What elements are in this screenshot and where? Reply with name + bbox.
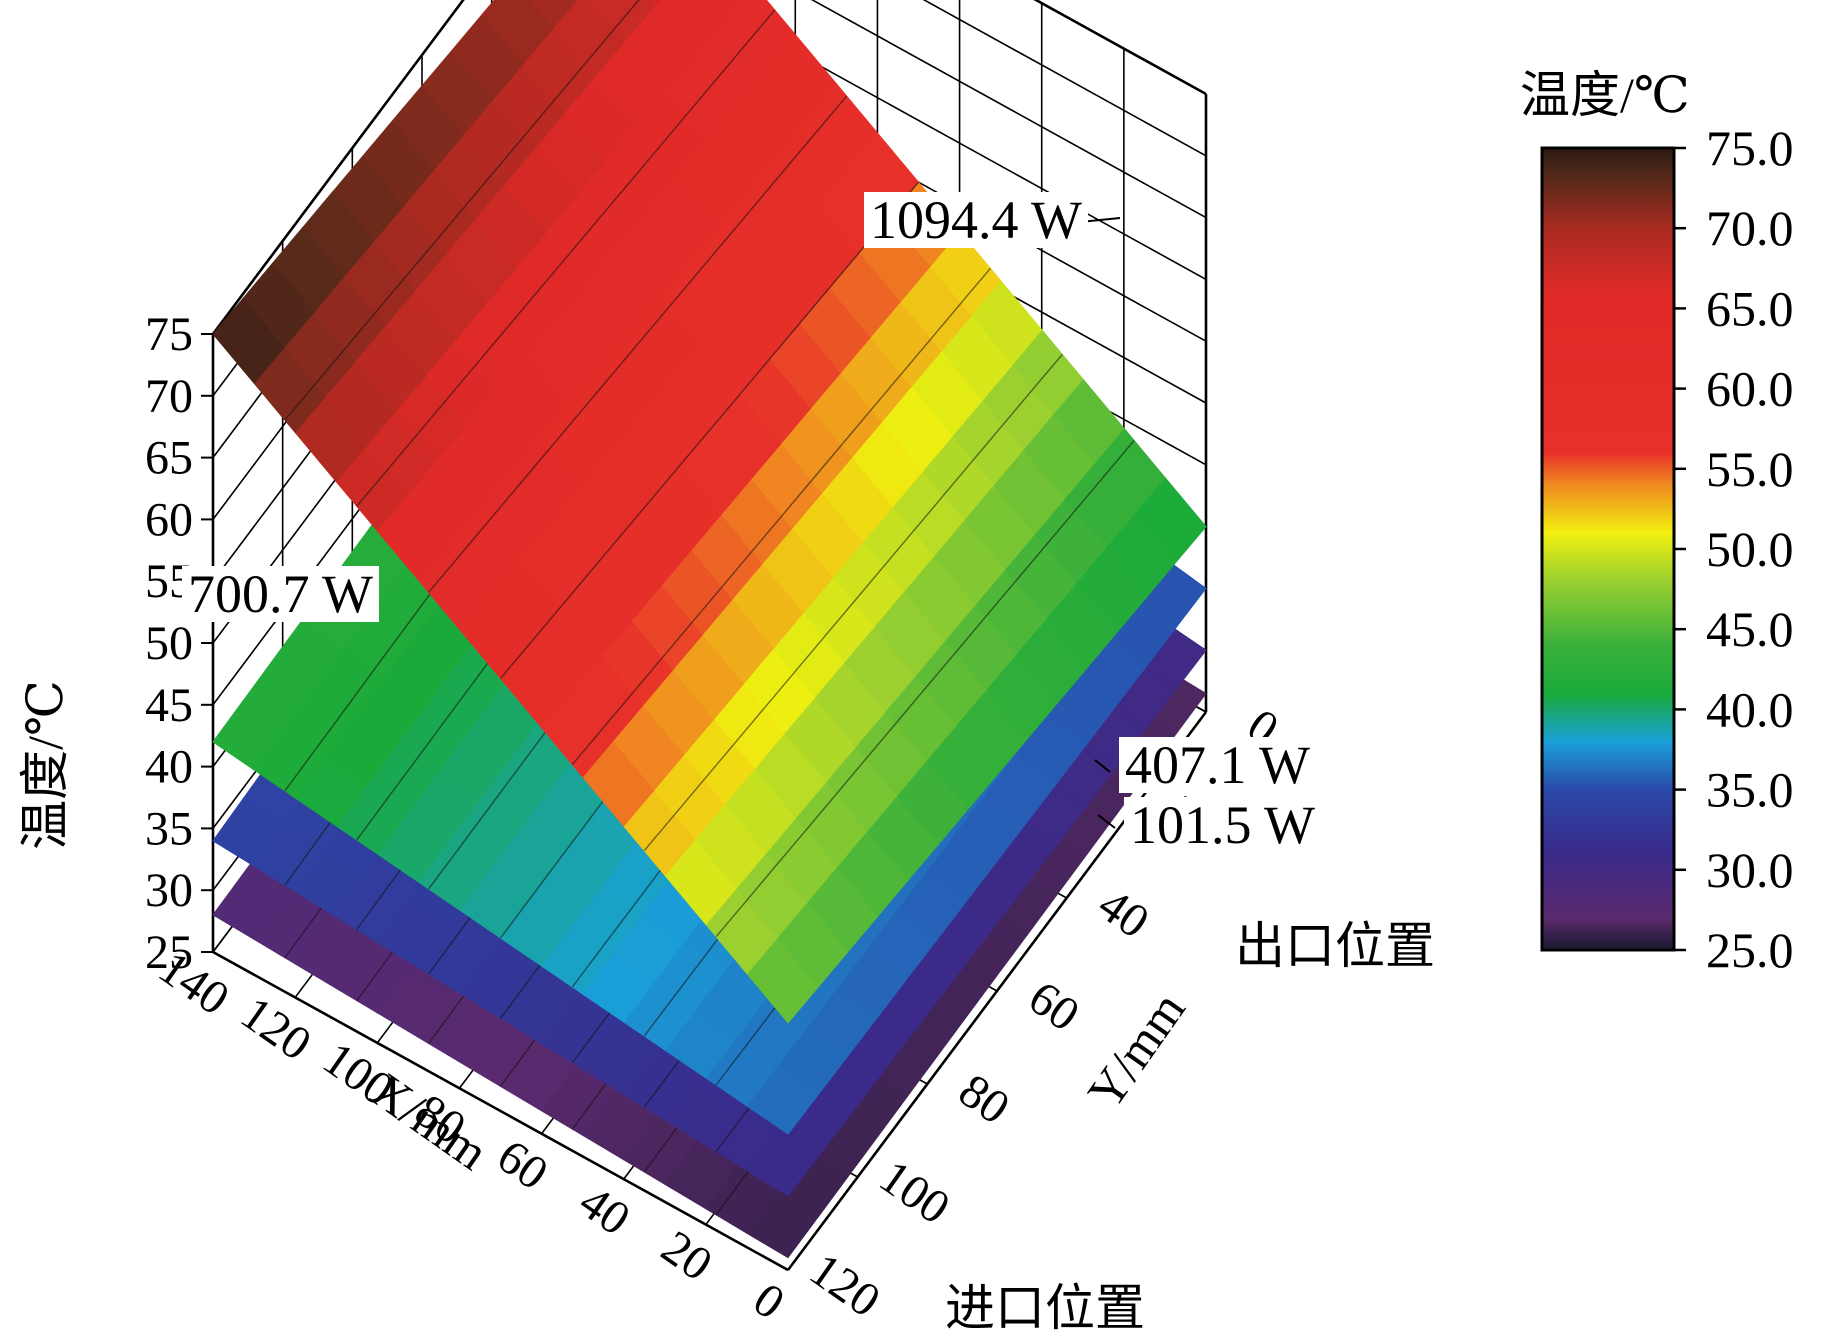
colorbar: 温度/℃ 75.0 70.0 65.0 60.0 55.0 50.0 45.0 40.0 35.… [1520,67,1794,978]
contour-line [356,9,776,507]
contour-line [643,353,1063,852]
colorbar-bar [1540,146,1676,952]
label-leader [1094,759,1111,773]
contour-line [284,0,640,421]
grid-line [922,0,1207,157]
z-tick-label: 50 [145,617,193,670]
series-label-bg [864,192,1088,248]
contour-line [571,267,991,765]
axis-edge [211,0,465,335]
colorbar-tick-label: 30.0 [1706,842,1794,898]
z-tick-label: 35 [145,802,193,855]
colorbar-tick-label: 65.0 [1706,280,1794,336]
contour-line [428,95,848,593]
x-tick-label: 40 [570,1175,640,1246]
y-tick-label: 80 [949,1064,1019,1135]
series-label-bg [182,566,379,622]
axis-edge [212,950,789,1272]
surface-cell [212,798,285,867]
x-tick-label: 60 [488,1130,558,1201]
y-axis-title: Y/mm [1076,982,1195,1119]
colorbar-tick-label: 50.0 [1706,521,1794,577]
axis-edge [1033,0,1207,96]
z-tick-label: 25 [145,926,193,979]
x-tick-label: 0 [744,1273,794,1330]
x-tick-label: 20 [652,1220,722,1291]
colorbar-tick-label: 70.0 [1706,200,1794,256]
y-tick-label: 60 [1019,971,1089,1042]
z-tick-label: 75 [145,308,193,361]
z-tick-label: 40 [145,741,193,794]
series-label: 101.5 W [1130,795,1315,855]
grid-line [810,0,1207,219]
y-tick-label: 120 [800,1243,889,1328]
colorbar-tick-label: 45.0 [1706,601,1794,657]
colorbar-tick-label: 60.0 [1706,361,1794,417]
series-label: 700.7 W [188,564,373,624]
series-label: 1094.4 W [870,190,1082,250]
surface-10944 [212,0,1207,1024]
colorbar-title: 温度/℃ [1520,67,1690,123]
surface-cell [212,297,285,384]
colorbar-tick-label: 75.0 [1706,120,1794,176]
series-label: 407.1 W [1125,735,1310,795]
series-label-bg [1124,797,1321,853]
surface-cell [212,700,285,771]
contour-line [499,181,920,679]
inlet-label: 进口位置 [945,1280,1145,1336]
label-leader [1097,814,1116,829]
surface-cell [706,0,743,22]
y-tick-label: 40 [1089,878,1159,949]
contour-line [715,440,1135,938]
z-tick-label: 65 [145,432,193,485]
outlet-label: 出口位置 [1235,918,1435,974]
z-tick-label: 30 [145,864,193,917]
colorbar-tick-label: 40.0 [1706,681,1794,737]
surface-cell [527,0,578,30]
surface-cell [212,873,285,941]
y-tick-label: 100 [870,1150,959,1235]
surfaces [212,0,1207,1259]
surface-cell [646,0,661,8]
z-axis-title: 温度/℃ [17,680,73,850]
series-label-bg [1119,737,1316,793]
z-tick-label: 60 [145,493,193,546]
x-tick-label: 120 [231,986,320,1071]
colorbar-tick-label: 55.0 [1706,441,1794,497]
colorbar-tick-label: 35.0 [1706,762,1794,818]
colorbar-tick-label: 25.0 [1706,922,1794,978]
z-tick-label: 45 [145,679,193,732]
z-tick-label: 70 [145,370,193,423]
